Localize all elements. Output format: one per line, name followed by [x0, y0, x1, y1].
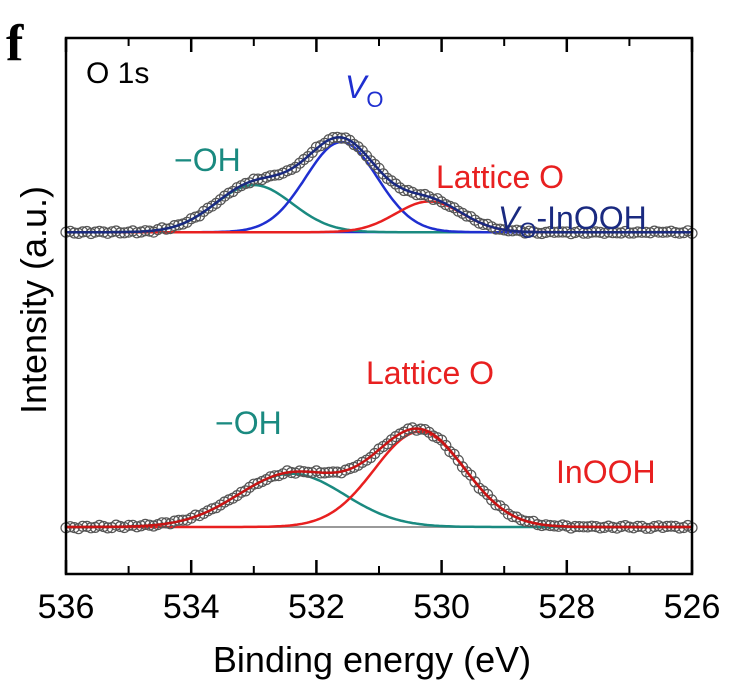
data-point-top [173, 219, 185, 231]
label-lattice-top: Lattice O [436, 159, 564, 195]
data-point-bottom [239, 485, 252, 497]
x-tick-label: 528 [538, 588, 595, 626]
data-point-top [390, 178, 402, 190]
label-oh-bottom: −OH [215, 405, 282, 441]
label-sample-bottom: InOOH [556, 454, 656, 490]
label-lattice-bottom: Lattice O [366, 355, 494, 391]
x-axis-label: Binding energy (eV) [213, 639, 531, 680]
envelope-fit-top [66, 136, 692, 234]
label-oh-top: −OH [174, 142, 241, 178]
data-point-top [477, 218, 489, 230]
data-point-bottom [93, 519, 106, 532]
data-point-bottom [440, 439, 452, 452]
chart-title: O 1s [86, 57, 149, 90]
data-point-top [536, 227, 548, 240]
data-point-top [344, 134, 356, 146]
data-point-top [302, 151, 314, 163]
x-tick-label: 526 [664, 588, 721, 626]
x-tick-label: 534 [163, 588, 220, 626]
x-axis-ticks: 536 534 532 530 528 526 [38, 38, 721, 626]
data-point-bottom [640, 522, 652, 534]
y-axis-label: Intensity (a.u.) [13, 186, 54, 414]
plot-frame [64, 36, 694, 576]
panel-letter: f [6, 15, 24, 72]
data-point-bottom [381, 438, 393, 450]
x-tick-label: 530 [413, 588, 470, 626]
data-point-bottom [469, 476, 481, 488]
data-point-bottom [448, 448, 460, 460]
data-point-top [294, 157, 306, 169]
data-point-top [369, 158, 381, 171]
x-tick-label: 532 [288, 588, 345, 626]
plot-area [60, 131, 698, 535]
data-point-top [210, 197, 222, 209]
data-point-bottom [423, 426, 435, 438]
data-point-top [227, 185, 239, 198]
x-tick-label: 536 [38, 588, 95, 626]
data-point-top [352, 141, 364, 153]
label-vo-component: VO [345, 69, 383, 112]
label-sample-top: VO-InOOH [498, 200, 647, 243]
data-point-top [289, 161, 302, 173]
data-point-bottom [264, 471, 277, 483]
data-point-bottom [365, 451, 377, 464]
envelope-fit-bottom [66, 427, 692, 529]
data-point-top [365, 155, 377, 167]
data-point-bottom [248, 478, 260, 490]
data-point-bottom [269, 470, 281, 482]
